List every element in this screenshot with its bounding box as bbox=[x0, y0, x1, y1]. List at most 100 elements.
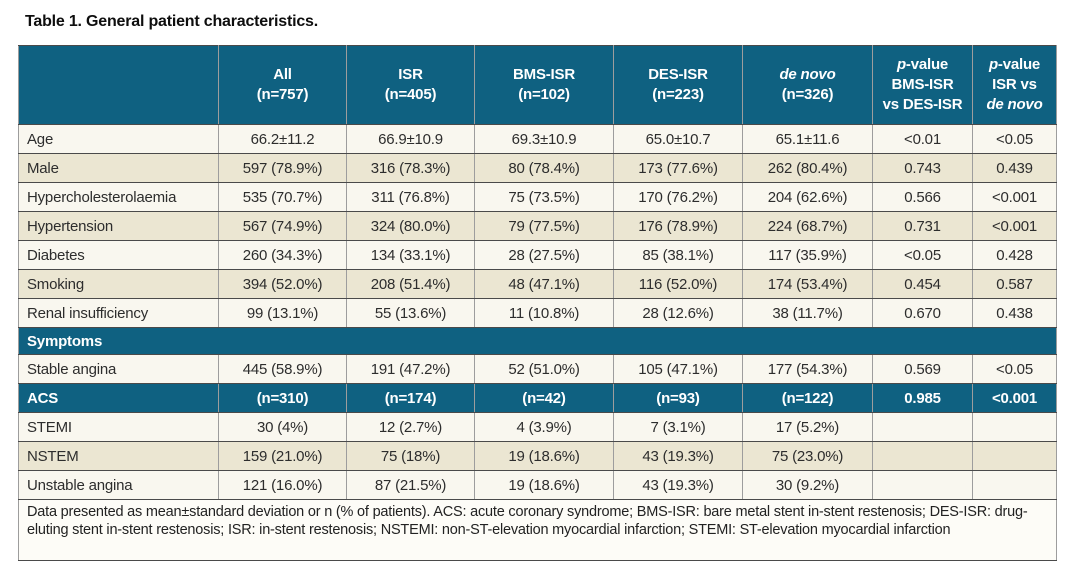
table-cell: (n=93) bbox=[613, 383, 743, 413]
col-header-des-isr: DES-ISR (n=223) bbox=[613, 45, 743, 125]
table-cell: 28 (12.6%) bbox=[613, 298, 743, 328]
table-cell: <0.001 bbox=[972, 182, 1057, 212]
table-cell: 262 (80.4%) bbox=[742, 153, 873, 183]
table-cell: 80 (78.4%) bbox=[474, 153, 614, 183]
table-cell: 0.566 bbox=[872, 182, 973, 212]
table-cell: 0.438 bbox=[972, 298, 1057, 328]
table-cell: 177 (54.3%) bbox=[742, 354, 873, 384]
table-cell: 116 (52.0%) bbox=[613, 269, 743, 299]
row-label: Diabetes bbox=[18, 240, 219, 270]
table-cell: 316 (78.3%) bbox=[346, 153, 475, 183]
table-row-hypertension: Hypertension 567 (74.9%) 324 (80.0%) 79 … bbox=[18, 211, 1057, 241]
table-cell: 75 (18%) bbox=[346, 441, 475, 471]
table-cell: 173 (77.6%) bbox=[613, 153, 743, 183]
table-cell: 0.670 bbox=[872, 298, 973, 328]
table-cell: 174 (53.4%) bbox=[742, 269, 873, 299]
row-label: Male bbox=[18, 153, 219, 183]
table-cell: (n=42) bbox=[474, 383, 614, 413]
row-label: Hypertension bbox=[18, 211, 219, 241]
table-row-smoking: Smoking 394 (52.0%) 208 (51.4%) 48 (47.1… bbox=[18, 269, 1057, 299]
section-row-symptoms: Symptoms bbox=[18, 327, 1057, 355]
table-cell: 75 (73.5%) bbox=[474, 182, 614, 212]
col-header-all: All (n=757) bbox=[218, 45, 347, 125]
row-label: STEMI bbox=[18, 412, 219, 442]
col-header-line2: ISR vs bbox=[992, 75, 1037, 93]
table-cell: 4 (3.9%) bbox=[474, 412, 614, 442]
table-cell: 19 (18.6%) bbox=[474, 441, 614, 471]
col-header-n: (n=102) bbox=[518, 86, 570, 103]
table-cell: 85 (38.1%) bbox=[613, 240, 743, 270]
table-cell: 0.569 bbox=[872, 354, 973, 384]
table-row-renal-insufficiency: Renal insufficiency 99 (13.1%) 55 (13.6%… bbox=[18, 298, 1057, 328]
table-cell: 324 (80.0%) bbox=[346, 211, 475, 241]
table-cell: 30 (9.2%) bbox=[742, 470, 873, 500]
table-cell bbox=[972, 412, 1057, 442]
header-row: All (n=757) ISR (n=405) BMS-ISR (n=102) … bbox=[18, 45, 1057, 125]
table-cell: 17 (5.2%) bbox=[742, 412, 873, 442]
p-symbol: p bbox=[896, 55, 906, 73]
table-cell: 191 (47.2%) bbox=[346, 354, 475, 384]
table-cell: 43 (19.3%) bbox=[613, 441, 743, 471]
page-title: Table 1. General patient characteristics… bbox=[25, 13, 318, 30]
table-cell: 208 (51.4%) bbox=[346, 269, 475, 299]
table-cell: 66.9±10.9 bbox=[346, 124, 475, 154]
table-cell: 30 (4%) bbox=[218, 412, 347, 442]
row-label: Renal insufficiency bbox=[18, 298, 219, 328]
table-cell: 204 (62.6%) bbox=[742, 182, 873, 212]
col-header-line2: BMS-ISR bbox=[891, 75, 954, 93]
p-symbol: p bbox=[988, 55, 998, 73]
table-cell bbox=[972, 470, 1057, 500]
table-cell: (n=174) bbox=[346, 383, 475, 413]
table-cell: 0.454 bbox=[872, 269, 973, 299]
table-cell: 43 (19.3%) bbox=[613, 470, 743, 500]
col-header-n: (n=757) bbox=[256, 86, 309, 103]
table-cell: <0.01 bbox=[872, 124, 973, 154]
table-cell bbox=[872, 441, 973, 471]
table-cell: 311 (76.8%) bbox=[346, 182, 475, 212]
table-cell: 134 (33.1%) bbox=[346, 240, 475, 270]
patient-characteristics-table: All (n=757) ISR (n=405) BMS-ISR (n=102) … bbox=[18, 45, 1057, 561]
table-cell: 0.587 bbox=[972, 269, 1057, 299]
table-cell: 0.731 bbox=[872, 211, 973, 241]
col-header-label: de novo bbox=[779, 65, 836, 83]
row-label: Stable angina bbox=[18, 354, 219, 384]
table-row-hypercholesterolaemia: Hypercholesterolaemia 535 (70.7%) 311 (7… bbox=[18, 182, 1057, 212]
table-cell: 38 (11.7%) bbox=[742, 298, 873, 328]
table-row-diabetes: Diabetes 260 (34.3%) 134 (33.1%) 28 (27.… bbox=[18, 240, 1057, 270]
table-cell: 0.428 bbox=[972, 240, 1057, 270]
row-label: Unstable angina bbox=[18, 470, 219, 500]
col-header-pvalue-bms-vs-des: p-value BMS-ISR vs DES-ISR bbox=[872, 45, 973, 125]
col-header-pvalue-isr-vs-denovo: p-value ISR vs de novo bbox=[972, 45, 1057, 125]
col-header-label: ISR bbox=[398, 65, 423, 83]
table-cell: 52 (51.0%) bbox=[474, 354, 614, 384]
table-cell: <0.001 bbox=[972, 383, 1057, 413]
table-cell: 170 (76.2%) bbox=[613, 182, 743, 212]
table-cell: 445 (58.9%) bbox=[218, 354, 347, 384]
table-cell: 0.985 bbox=[872, 383, 973, 413]
table-cell bbox=[872, 412, 973, 442]
table-cell bbox=[972, 441, 1057, 471]
table-cell: <0.05 bbox=[972, 124, 1057, 154]
col-header-n: (n=223) bbox=[652, 86, 704, 103]
table-row-stemi: STEMI 30 (4%) 12 (2.7%) 4 (3.9%) 7 (3.1%… bbox=[18, 412, 1057, 442]
table-cell: <0.001 bbox=[972, 211, 1057, 241]
table-cell: 105 (47.1%) bbox=[613, 354, 743, 384]
table-cell: 7 (3.1%) bbox=[613, 412, 743, 442]
subheader-row-acs: ACS (n=310) (n=174) (n=42) (n=93) (n=122… bbox=[18, 383, 1057, 413]
table-cell: <0.05 bbox=[972, 354, 1057, 384]
table-cell: 597 (78.9%) bbox=[218, 153, 347, 183]
table-cell: 48 (47.1%) bbox=[474, 269, 614, 299]
table-cell: 159 (21.0%) bbox=[218, 441, 347, 471]
table-cell: 69.3±10.9 bbox=[474, 124, 614, 154]
col-header-de-novo: de novo (n=326) bbox=[742, 45, 873, 125]
col-header-label: BMS-ISR bbox=[513, 65, 575, 83]
table-cell: 87 (21.5%) bbox=[346, 470, 475, 500]
table-cell: 11 (10.8%) bbox=[474, 298, 614, 328]
table-cell: 55 (13.6%) bbox=[346, 298, 475, 328]
value-suffix: -value bbox=[905, 55, 949, 73]
table-cell: 12 (2.7%) bbox=[346, 412, 475, 442]
col-header-isr: ISR (n=405) bbox=[346, 45, 475, 125]
table-cell: 176 (78.9%) bbox=[613, 211, 743, 241]
row-label: ACS bbox=[18, 383, 219, 413]
row-label: Age bbox=[18, 124, 219, 154]
